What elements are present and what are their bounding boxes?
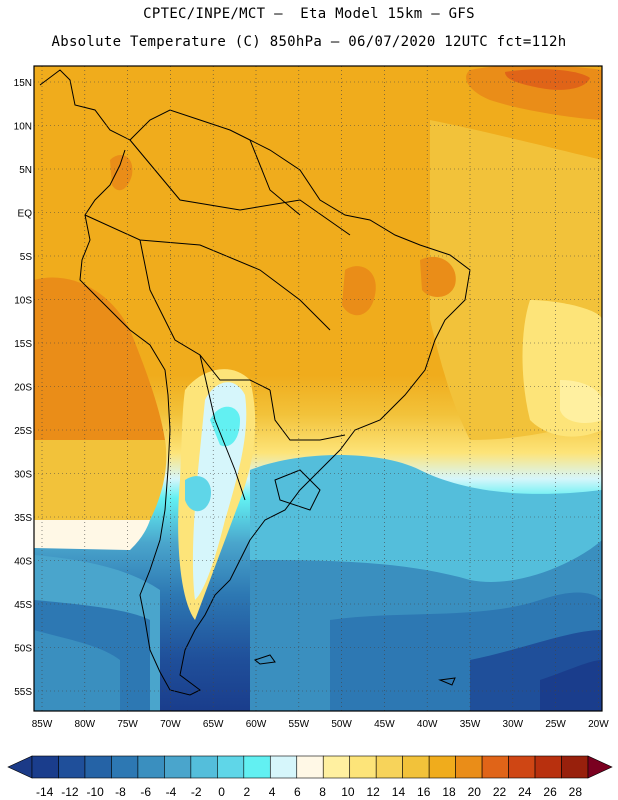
- colorbar-swatch: [164, 755, 192, 779]
- lat-tick-label: 5N: [19, 165, 32, 176]
- colorbar-swatch: [534, 755, 562, 779]
- colorbar-swatch: [402, 755, 430, 779]
- colorbar-label: 0: [218, 785, 225, 799]
- lon-tick-label: 55W: [289, 719, 310, 730]
- colorbar-swatch: [190, 755, 218, 779]
- lon-tick-label: 40W: [417, 719, 438, 730]
- lat-tick-label: 5S: [20, 252, 33, 263]
- colorbar-swatch: [58, 755, 86, 779]
- colorbar-label: -4: [166, 785, 177, 799]
- colorbar-swatch: [217, 755, 245, 779]
- lat-tick-label: 55S: [14, 687, 32, 698]
- colorbar-label: 26: [543, 785, 557, 799]
- colorbar-swatch: [296, 755, 324, 779]
- lat-tick-label: 45S: [14, 600, 32, 611]
- colorbar-label: 24: [518, 785, 532, 799]
- lat-tick-label: 10N: [14, 122, 32, 133]
- lon-tick-label: 85W: [32, 719, 53, 730]
- colorbar-under-arrow: [7, 755, 33, 779]
- colorbar-label: 14: [392, 785, 406, 799]
- lon-tick-label: 20W: [588, 719, 609, 730]
- lon-tick-label: 30W: [503, 719, 524, 730]
- colorbar-label: 10: [341, 785, 355, 799]
- colorbar-swatch: [455, 755, 483, 779]
- colorbar-label: 28: [569, 785, 583, 799]
- colorbar-swatch: [137, 755, 165, 779]
- lon-tick-label: 75W: [117, 719, 138, 730]
- colorbar-label: 2: [243, 785, 250, 799]
- lon-tick-label: 60W: [246, 719, 267, 730]
- lon-tick-label: 45W: [374, 719, 395, 730]
- colorbar-label: -8: [115, 785, 126, 799]
- colorbar-label: 4: [269, 785, 276, 799]
- graticule: [34, 66, 602, 711]
- colorbar-swatch: [243, 755, 271, 779]
- colorbar-swatch: [349, 755, 377, 779]
- colorbar-label: 20: [468, 785, 482, 799]
- colorbar-swatch: [428, 755, 456, 779]
- lat-tick-label: 15N: [14, 78, 32, 89]
- colorbar-label: 22: [493, 785, 507, 799]
- colorbar: -14 -12 -10 -8 -6 -4 -2 0 2 4 6 8 10 12 14 16 18 20 22 24 26…: [7, 755, 613, 799]
- colorbar-label: -10: [87, 785, 105, 799]
- colorbar-label: -6: [140, 785, 151, 799]
- colorbar-swatch: [481, 755, 509, 779]
- lon-tick-label: 25W: [545, 719, 566, 730]
- colorbar-label: 18: [442, 785, 456, 799]
- lon-tick-label: 50W: [331, 719, 352, 730]
- lat-tick-label: 25S: [14, 426, 32, 437]
- colorbar-swatch: [561, 755, 589, 779]
- colorbar-swatch: [111, 755, 139, 779]
- lat-tick-label: EQ: [18, 209, 33, 220]
- colorbar-swatch: [31, 755, 59, 779]
- lon-tick-label: 80W: [75, 719, 96, 730]
- colorbar-label: 6: [294, 785, 301, 799]
- coastline-borders: [39, 69, 471, 696]
- lon-tick-label: 65W: [203, 719, 224, 730]
- title-line-2: Absolute Temperature (C) 850hPa – 06/07/…: [51, 34, 567, 50]
- colorbar-swatch: [269, 755, 298, 779]
- lat-tick-label: 10S: [14, 296, 32, 307]
- lat-tick-label: 50S: [14, 644, 32, 655]
- lon-tick-label: 35W: [460, 719, 481, 730]
- lat-tick-label: 20S: [14, 383, 32, 394]
- temperature-field: [34, 66, 602, 711]
- colorbar-label: 8: [319, 785, 326, 799]
- colorbar-label: -12: [61, 785, 79, 799]
- plot-frame: [33, 65, 603, 712]
- lat-tick-label: 35S: [14, 513, 32, 524]
- colorbar-label: 12: [367, 785, 381, 799]
- colorbar-label: -2: [191, 785, 202, 799]
- lat-tick-label: 15S: [14, 339, 32, 350]
- lon-tick-label: 70W: [160, 719, 181, 730]
- colorbar-swatch: [508, 755, 536, 779]
- colorbar-over-arrow: [587, 755, 613, 779]
- colorbar-swatch: [322, 755, 351, 779]
- colorbar-swatch: [84, 755, 112, 779]
- colorbar-label: -14: [36, 785, 54, 799]
- lat-tick-label: 40S: [14, 557, 32, 568]
- title-line-1: CPTEC/INPE/MCT – Eta Model 15km – GFS: [143, 6, 475, 22]
- colorbar-label: 16: [417, 785, 431, 799]
- lat-tick-label: 30S: [14, 470, 32, 481]
- colorbar-swatch: [375, 755, 403, 779]
